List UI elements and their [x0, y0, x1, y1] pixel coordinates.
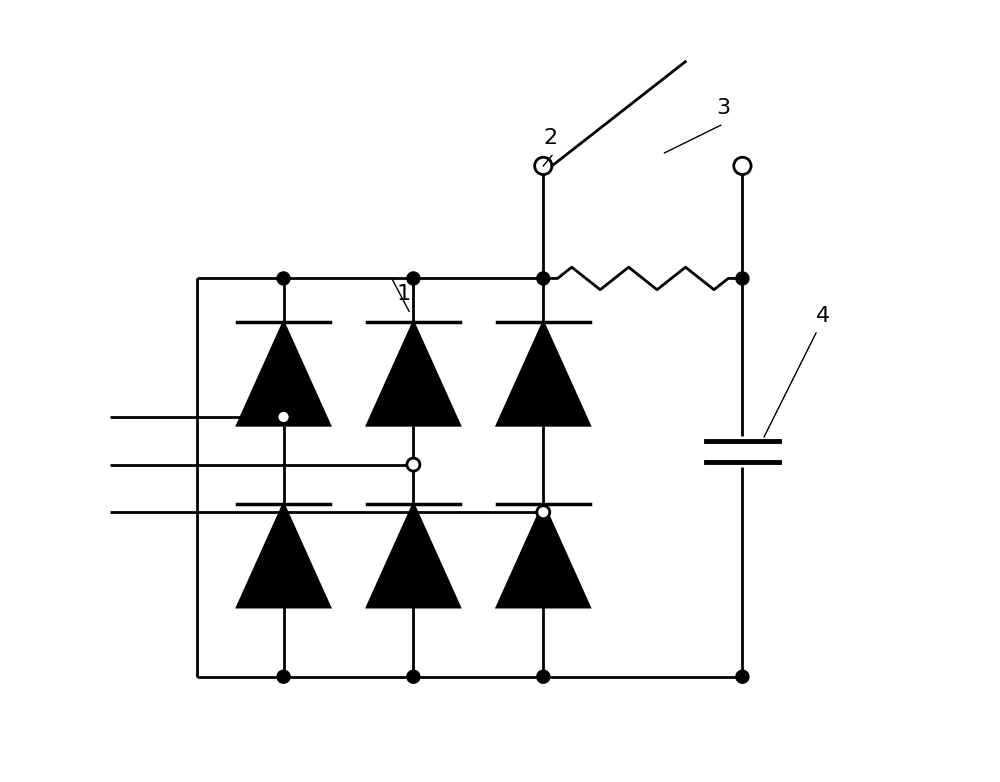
Text: 3: 3: [716, 98, 731, 118]
Circle shape: [736, 272, 749, 285]
Polygon shape: [367, 321, 460, 425]
Polygon shape: [497, 321, 590, 425]
Circle shape: [535, 157, 552, 174]
Circle shape: [537, 670, 550, 683]
Circle shape: [407, 670, 420, 683]
Circle shape: [734, 157, 751, 174]
Polygon shape: [497, 504, 590, 608]
Circle shape: [277, 272, 290, 285]
Polygon shape: [237, 504, 330, 608]
Circle shape: [407, 272, 420, 285]
Polygon shape: [237, 321, 330, 425]
Circle shape: [736, 670, 749, 683]
Circle shape: [537, 506, 550, 518]
Circle shape: [537, 272, 550, 285]
Circle shape: [277, 411, 290, 424]
Text: 4: 4: [816, 306, 830, 326]
Polygon shape: [367, 504, 460, 608]
Circle shape: [407, 458, 420, 471]
Text: 2: 2: [543, 128, 557, 149]
Text: 1: 1: [396, 284, 410, 304]
Circle shape: [277, 670, 290, 683]
